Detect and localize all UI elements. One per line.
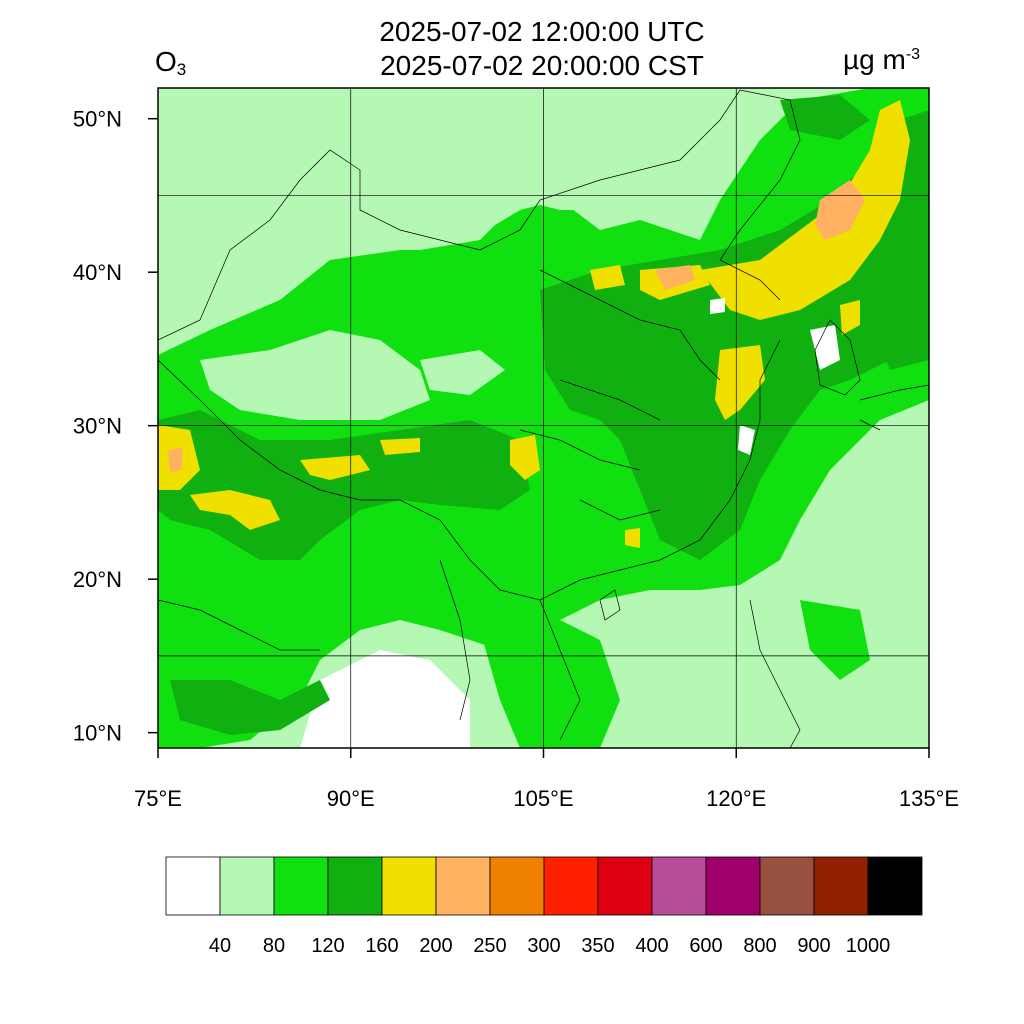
lon-tick-label: 75°E	[134, 786, 182, 811]
lon-tick-label: 135°E	[899, 786, 959, 811]
lon-tick-label: 105°E	[513, 786, 573, 811]
species-label: O3	[155, 46, 187, 79]
map-title-utc: 2025-07-02 12:00:00 UTC	[379, 16, 705, 47]
lat-tick-label: 10°N	[73, 721, 122, 746]
map-title-local: 2025-07-02 20:00:00 CST	[380, 50, 704, 81]
lat-tick-label: 20°N	[73, 567, 122, 592]
units-label: µg m-3	[843, 44, 920, 76]
map-gridlines	[158, 88, 929, 748]
lat-tick-label: 50°N	[73, 107, 122, 132]
map-boundaries	[158, 89, 929, 748]
units-base: µg m	[843, 44, 906, 75]
units-superscript: -3	[905, 46, 921, 63]
axis-ticks: 75°E 90°E 105°E 120°E 135°E 10°N 20°N 30°N 40°N 5…	[73, 107, 959, 811]
species-subscript: 3	[176, 60, 187, 79]
lat-tick-label: 30°N	[73, 414, 122, 439]
lon-tick-label: 120°E	[706, 786, 766, 811]
lon-tick-label: 90°E	[327, 786, 375, 811]
species-base: O	[155, 46, 177, 77]
lat-tick-label: 40°N	[73, 260, 122, 285]
